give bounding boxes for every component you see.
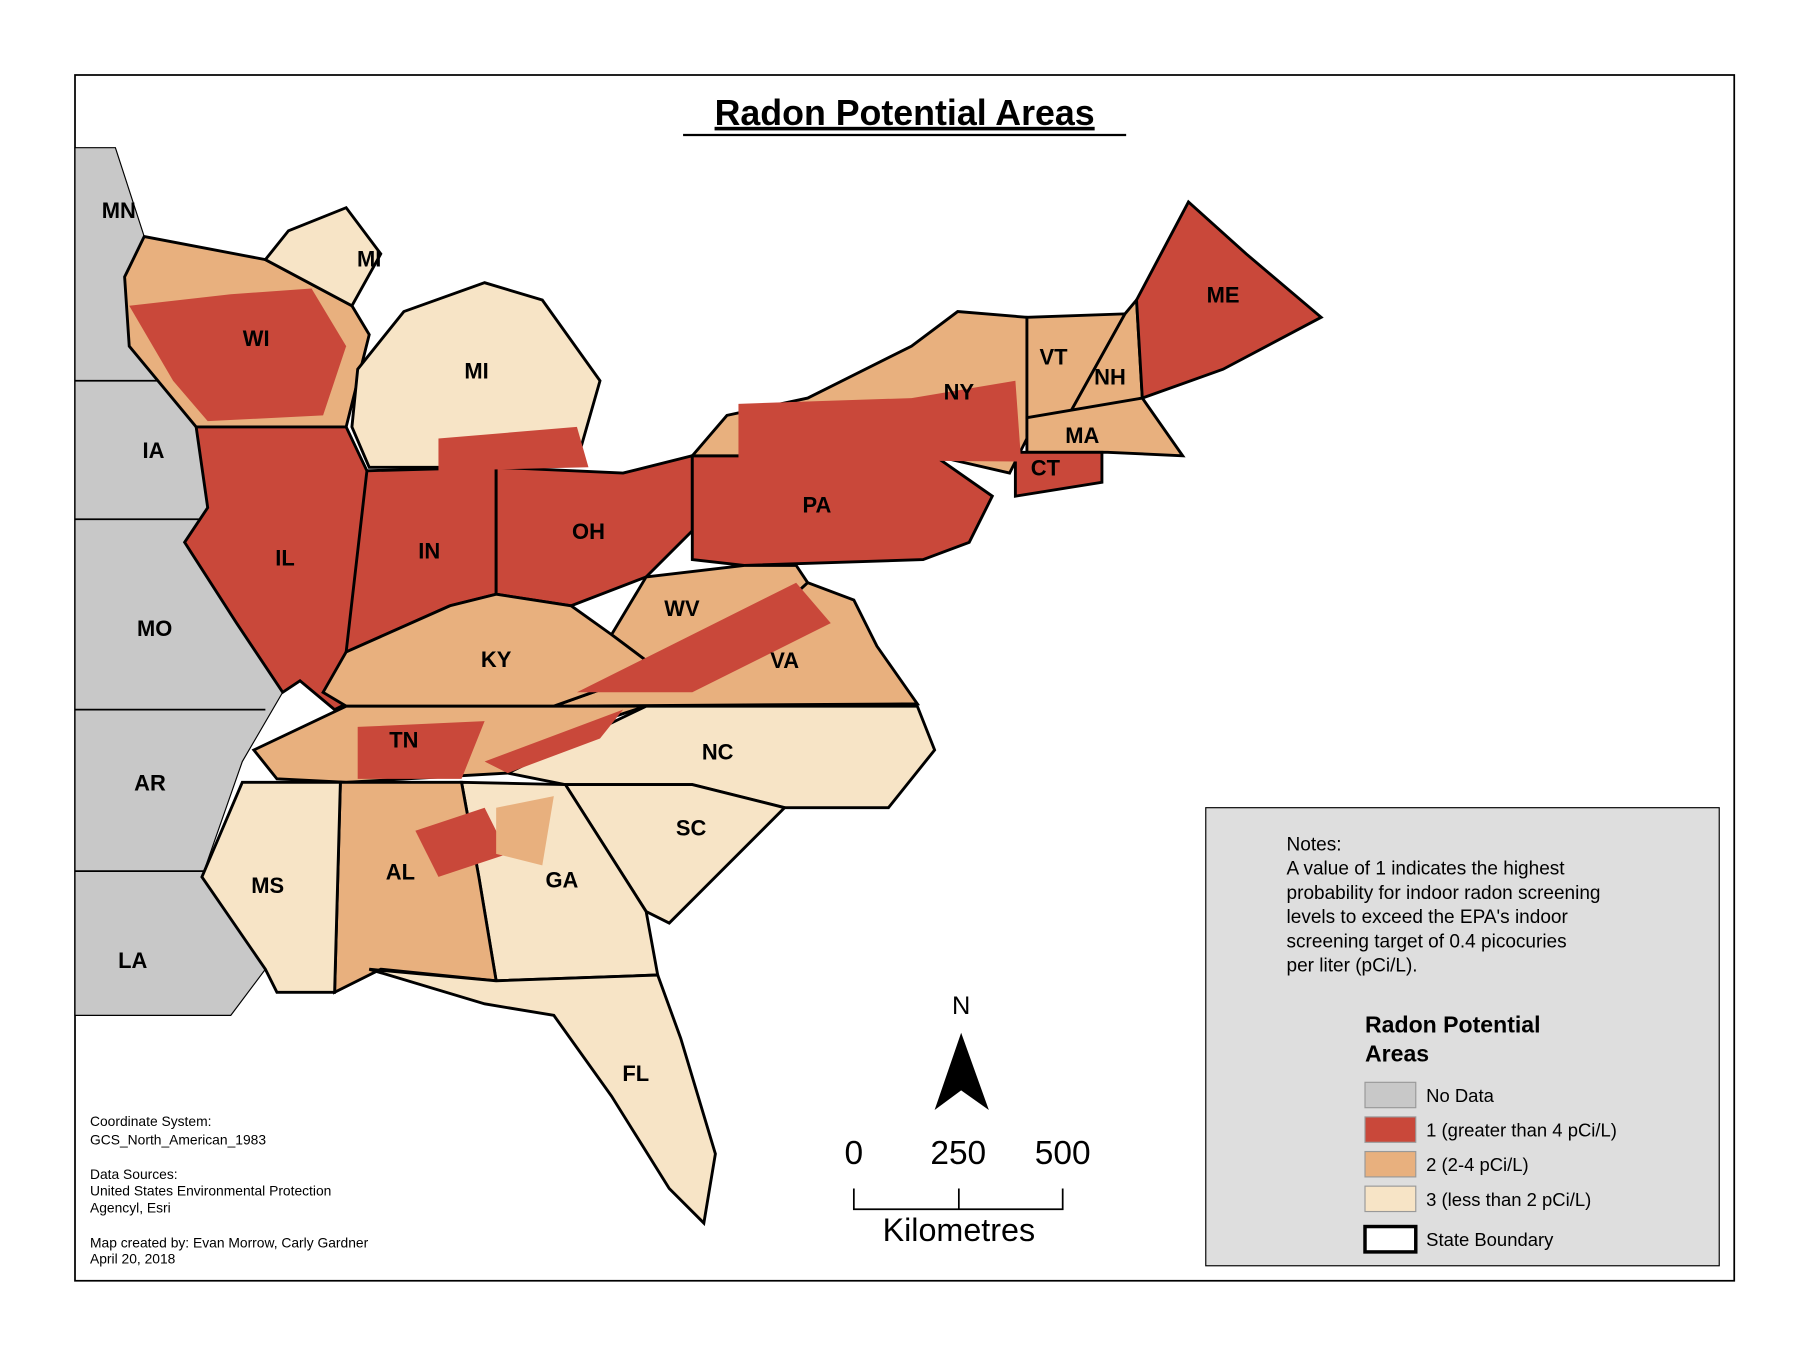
state-label: GA	[545, 867, 578, 892]
legend-label: 3 (less than 2 pCi/L)	[1426, 1189, 1591, 1210]
credit-line: GCS_North_American_1983	[90, 1132, 266, 1148]
note-line: screening target of 0.4 picocuries	[1287, 931, 1567, 952]
credit-line: Map created by: Evan Morrow, Carly Gardn…	[90, 1234, 369, 1250]
state-label: CT	[1031, 455, 1061, 480]
state-label: VT	[1039, 345, 1068, 370]
state-labels: MN IA MO AR LA WI MI MI IL IN OH PA NY V…	[102, 198, 1240, 1086]
scale-line	[852, 1188, 1064, 1211]
state-label: TN	[389, 728, 418, 753]
state-label: MI	[464, 358, 488, 383]
state-label: FL	[622, 1061, 649, 1086]
state-label: NH	[1094, 364, 1126, 389]
legend-swatch	[1364, 1185, 1417, 1213]
legend-label: 1 (greater than 4 pCi/L)	[1426, 1120, 1617, 1141]
state-label: WI	[243, 326, 270, 351]
legend-swatch	[1363, 1224, 1418, 1254]
credit-line: Coordinate System:	[90, 1113, 211, 1129]
credit-line: April 20, 2018	[90, 1250, 176, 1266]
state-label: MN	[102, 198, 136, 223]
legend-swatch	[1364, 1081, 1417, 1109]
credit-line: Data Sources:	[90, 1166, 178, 1182]
map-area	[74, 147, 1324, 1227]
state-label: IN	[418, 538, 440, 563]
note-line: Notes:	[1287, 834, 1342, 855]
state-label: MO	[137, 616, 172, 641]
state-label: NC	[702, 739, 734, 764]
state-label: NY	[944, 379, 975, 404]
legend-title: Radon Potential	[1365, 1012, 1541, 1038]
legend-title: Areas	[1365, 1041, 1429, 1067]
note-line: per liter (pCi/L).	[1287, 956, 1418, 977]
state-label: MI	[357, 247, 381, 272]
scale-bar: Kilometres 0 250 500	[845, 1135, 1091, 1248]
scale-tick-label: 250	[930, 1135, 986, 1172]
north-label: N	[952, 992, 970, 1020]
note-line: levels to exceed the EPA's indoor	[1287, 907, 1569, 928]
credit-line: Agencyl, Esri	[90, 1200, 171, 1216]
state-label: AL	[386, 859, 415, 884]
scale-tick-label: 500	[1035, 1135, 1091, 1172]
state-label: AR	[134, 770, 166, 795]
high-radon-patches	[129, 288, 1022, 877]
state-label: MS	[251, 873, 284, 898]
notes-box	[1205, 807, 1720, 1267]
legend-swatch	[1364, 1116, 1417, 1143]
state-label: VA	[770, 648, 799, 673]
state-label: LA	[118, 948, 147, 973]
arrow	[934, 1032, 989, 1110]
credits: Coordinate System: GCS_North_American_19…	[90, 1113, 369, 1266]
legend-swatch	[1364, 1150, 1417, 1178]
map-title: Radon Potential Areas	[715, 93, 1095, 133]
legend-label: No Data	[1426, 1085, 1494, 1106]
north-arrow: N	[934, 992, 989, 1110]
state-label: OH	[572, 519, 605, 544]
legend: Radon Potential Areas No Data 1 (greater th…	[1363, 1012, 1617, 1254]
notes: Notes: A value of 1 indicates the highest…	[1287, 834, 1601, 976]
state-label: IL	[275, 545, 294, 570]
state-label: KY	[481, 647, 512, 672]
note-line: probability for indoor radon screening	[1287, 883, 1601, 904]
west-borders	[75, 379, 266, 873]
note-line: A value of 1 indicates the highest	[1287, 859, 1566, 880]
state-label: IA	[143, 438, 165, 463]
credit-line: United States Environmental Protection	[90, 1182, 331, 1198]
state-label: PA	[803, 492, 832, 517]
scale-tick-label: 0	[845, 1135, 864, 1172]
scale-unit: Kilometres	[883, 1212, 1036, 1248]
state-label: SC	[676, 815, 707, 840]
legend-label: 2 (2-4 pCi/L)	[1426, 1154, 1529, 1175]
legend-label: State Boundary	[1426, 1229, 1554, 1250]
state-label: ME	[1207, 282, 1240, 307]
state-label: MA	[1065, 423, 1099, 448]
state-label: WV	[664, 596, 700, 621]
